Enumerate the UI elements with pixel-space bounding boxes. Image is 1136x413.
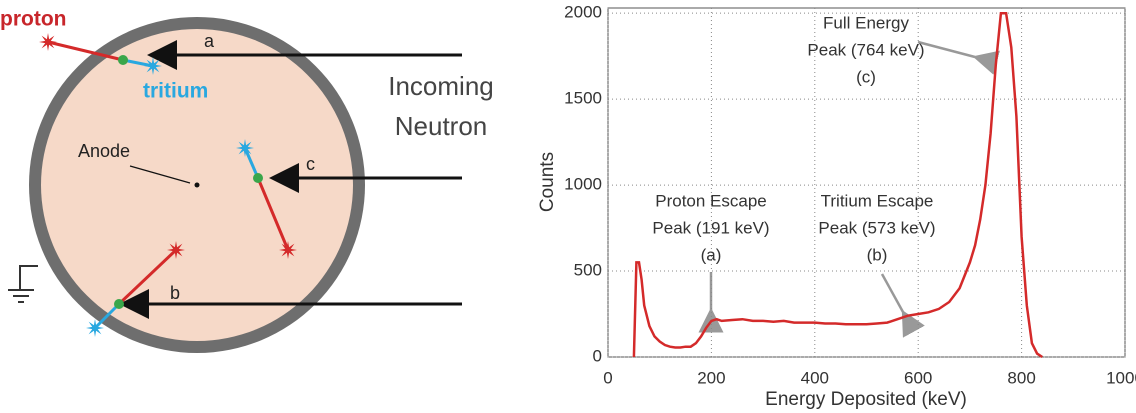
- x-tick-label: 800: [1007, 368, 1035, 387]
- x-tick-label: 0: [603, 368, 612, 387]
- annotation-arrow: [880, 273, 925, 338]
- y-tick-label: 1500: [564, 89, 602, 108]
- track-end-star: [167, 241, 185, 259]
- incoming-label: Neutron: [395, 111, 488, 141]
- detector-diagram: proton tritium Anode a b c Incoming Neut…: [0, 8, 494, 353]
- anode-label: Anode: [78, 141, 130, 161]
- annotation: (b): [867, 245, 888, 264]
- annotation: Peak (764 keV): [807, 40, 924, 59]
- annotation: Peak (191 keV): [652, 218, 769, 237]
- y-tick-label: 2000: [564, 3, 602, 22]
- incoming-label: Incoming: [388, 71, 494, 101]
- x-axis-title: Energy Deposited (keV): [765, 389, 967, 410]
- proton-track: [117, 248, 178, 306]
- y-tick-label: 500: [574, 261, 602, 280]
- annotation: Tritium Escape: [821, 191, 934, 210]
- x-tick-label: 1000: [1106, 368, 1136, 387]
- tritium-track: [122, 58, 154, 68]
- y-tick-label: 0: [593, 346, 602, 365]
- track-ends: [39, 33, 297, 337]
- event-label: a: [204, 31, 215, 51]
- x-tick-label: 200: [697, 368, 725, 387]
- plot-area: [607, 7, 1126, 358]
- event-label: b: [170, 283, 180, 303]
- annotation: Peak (573 keV): [818, 218, 935, 237]
- track-end-star: [279, 241, 297, 259]
- x-tick-label: 600: [904, 368, 932, 387]
- proton-label: proton: [0, 8, 66, 31]
- capture-point: [114, 299, 124, 309]
- track-end-star: [236, 139, 254, 157]
- annotation: (a): [701, 245, 722, 264]
- annotation: (c): [856, 67, 876, 86]
- y-tick-label: 1000: [564, 175, 602, 194]
- capture-point: [253, 173, 263, 183]
- anode-pointer: [129, 165, 191, 184]
- event-label: c: [306, 154, 315, 174]
- chart: Energy Deposited (keV) Counts 0 500 1000 15…: [537, 3, 1136, 410]
- annotation-arrow: [917, 40, 1000, 75]
- proton-track: [256, 177, 290, 251]
- annotation: Full Energy: [823, 13, 909, 32]
- proton-track: [47, 40, 124, 62]
- x-tick-label: 400: [801, 368, 829, 387]
- capture-point: [118, 55, 128, 65]
- tritium-track: [243, 147, 260, 179]
- histogram-line: [632, 11, 1043, 359]
- tritium-label: tritium: [143, 80, 208, 103]
- track-end-star: [39, 33, 57, 51]
- ground-symbol: [8, 265, 38, 303]
- y-axis-title: Counts: [537, 152, 558, 212]
- annotation: Proton Escape: [655, 191, 767, 210]
- track-end-star: [86, 319, 104, 337]
- track-end-star: [144, 57, 162, 75]
- anode-dot: [194, 182, 200, 188]
